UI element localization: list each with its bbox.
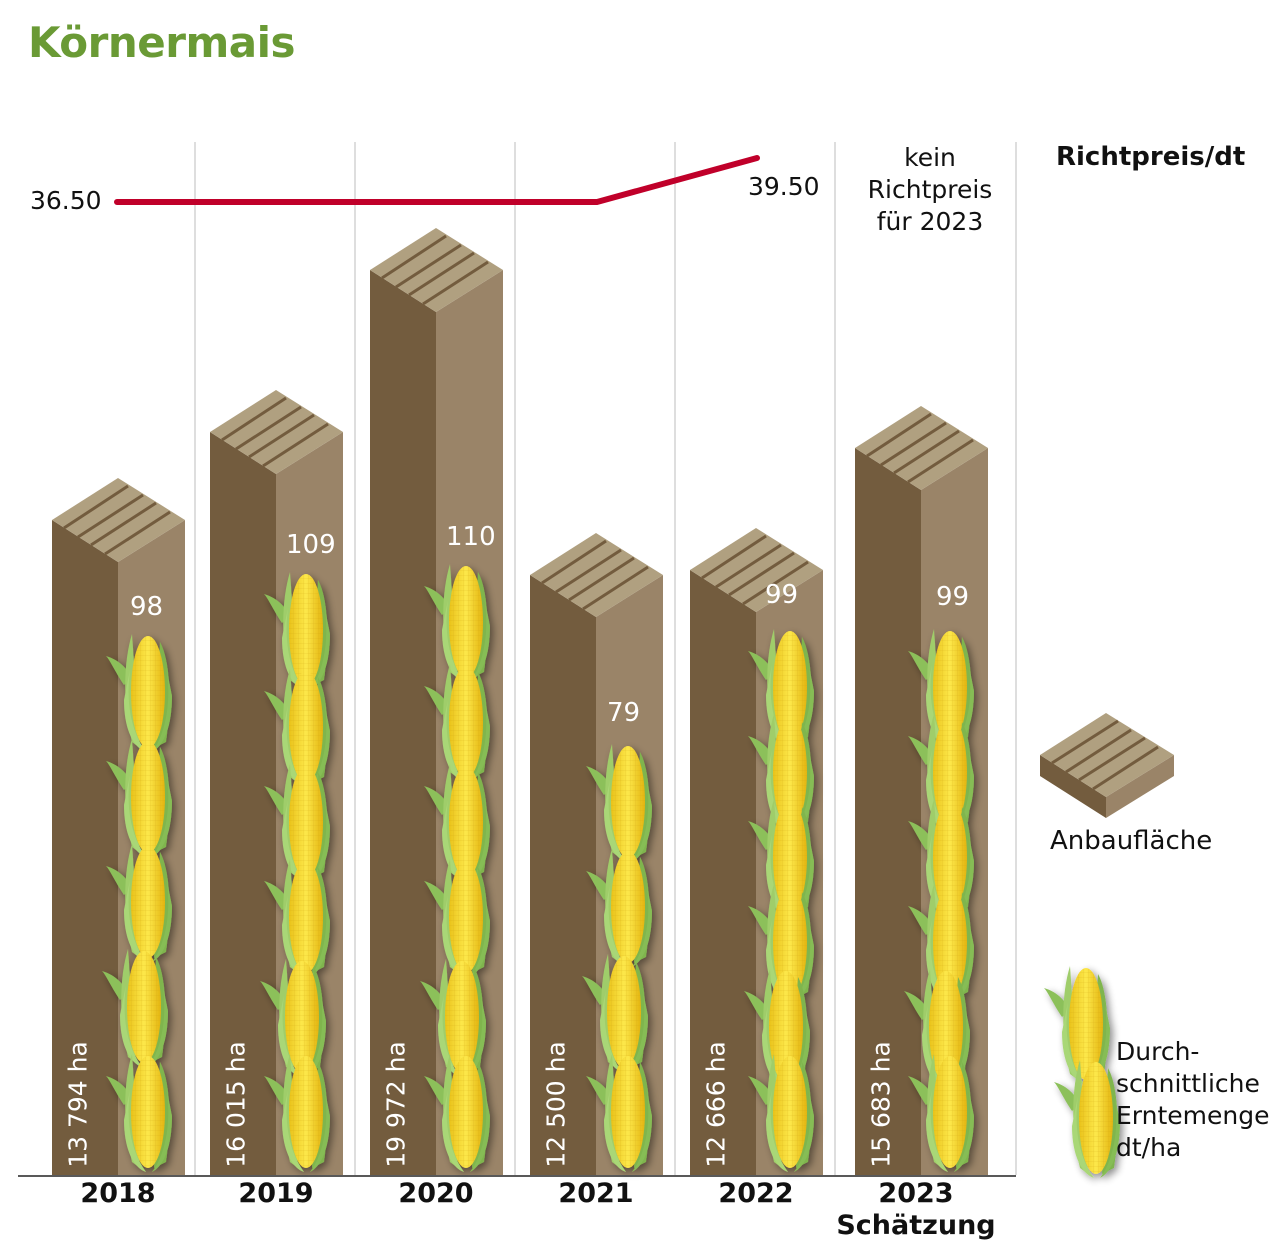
- area-label-2020: 19 972 ha: [381, 1041, 411, 1168]
- yield-label-2019: 109: [286, 530, 336, 560]
- year-label-2020: 2020: [398, 1178, 474, 1209]
- year-label-2021: 2021: [558, 1178, 634, 1209]
- area-legend-icon: [1040, 713, 1174, 818]
- area-legend-label: Anbaufläche: [1050, 826, 1213, 856]
- area-label-2023: 15 683 ha: [866, 1041, 896, 1168]
- price-end-label: 39.50: [748, 172, 820, 201]
- year-label-2019: 2019: [238, 1178, 314, 1209]
- area-label-2019: 16 015 ha: [221, 1041, 251, 1168]
- year-label-2023: 2023 Schätzung: [836, 1178, 996, 1241]
- year-label-2022: 2022: [718, 1178, 794, 1209]
- year-label-2018: 2018: [80, 1178, 156, 1209]
- yield-label-2022: 99: [765, 580, 799, 610]
- no-price-note: kein Richtpreis für 2023: [867, 143, 993, 236]
- yield-label-2020: 110: [446, 522, 496, 552]
- yield-label-2018: 98: [130, 592, 164, 622]
- yield-label-2023: 99: [936, 582, 970, 612]
- estimate-note: Schätzung: [836, 1210, 996, 1241]
- price-legend-header: Richtpreis/dt: [1056, 142, 1246, 172]
- area-label-2022: 12 666 ha: [701, 1041, 731, 1168]
- yield-label-2021: 79: [607, 698, 641, 728]
- yield-legend-label: Durch- schnittliche Erntemenge dt/ha: [1116, 1037, 1270, 1162]
- gridlines: [194, 142, 1017, 1175]
- area-label-2018: 13 794 ha: [63, 1041, 93, 1168]
- yield-legend-icon: [1044, 966, 1120, 1178]
- chart-title: Körnermais: [28, 18, 295, 67]
- price-line: [114, 155, 760, 205]
- area-label-2021: 12 500 ha: [541, 1041, 571, 1168]
- price-start-label: 36.50: [30, 186, 102, 215]
